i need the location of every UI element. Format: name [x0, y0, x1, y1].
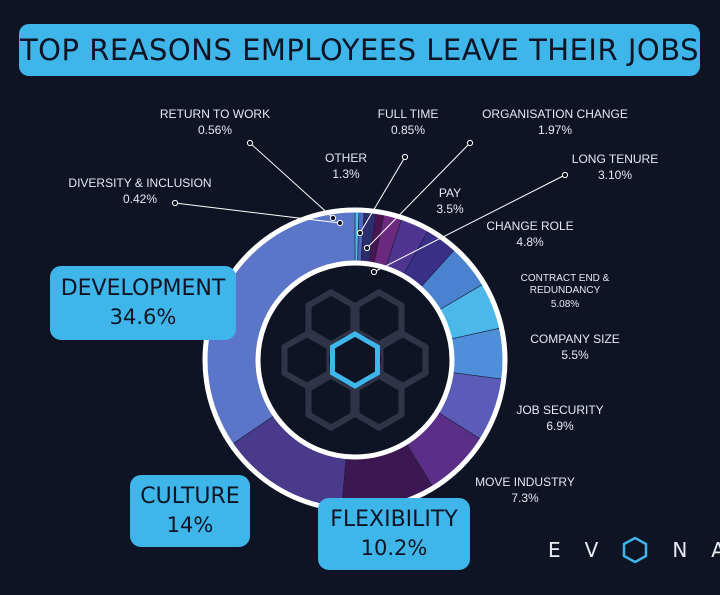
slice-label-text: OTHER — [325, 151, 367, 165]
title-banner: TOP REASONS EMPLOYEES LEAVE THEIR JOBS — [19, 24, 700, 76]
leader-dot — [561, 171, 569, 179]
slice-label-text: RETURN TO WORK — [160, 107, 270, 121]
callout-culture-value: 14% — [166, 512, 214, 537]
logo-letter: N — [672, 538, 688, 562]
leader-dot — [246, 139, 254, 147]
leader-line — [249, 142, 334, 219]
slice-value-text: 7.3% — [511, 491, 539, 505]
label-full-time: FULL TIME 0.85% — [378, 107, 439, 137]
label-move-industry: MOVE INDUSTRY 7.3% — [475, 475, 575, 505]
leader-dot — [363, 244, 371, 252]
slice-value-text: 3.10% — [598, 168, 632, 182]
slice-value-text: 4.8% — [516, 235, 544, 249]
slice-value-text: 5.08% — [551, 299, 579, 310]
callout-culture: CULTURE 14% — [130, 475, 250, 547]
slice-value-text: 0.56% — [198, 123, 232, 137]
leader-dot — [466, 139, 474, 147]
leader-dot — [370, 268, 378, 276]
label-other: OTHER 1.3% — [325, 151, 367, 181]
label-pay: PAY 3.5% — [436, 186, 464, 216]
leader-dot — [336, 219, 344, 227]
label-company-size: COMPANY SIZE 5.5% — [530, 332, 620, 362]
emblem-outer-hexagon — [353, 288, 405, 348]
callout-development-value: 34.6% — [109, 304, 177, 329]
leader-line — [373, 174, 566, 273]
label-diversity-inclusion: DIVERSITY & INCLUSION 0.42% — [68, 176, 211, 206]
leader-dot — [171, 199, 179, 207]
slice-label-text: PAY — [439, 186, 461, 200]
slice-label-text: LONG TENURE — [572, 152, 658, 166]
slice-label-text: ORGANISATION CHANGE — [482, 107, 628, 121]
leader-dot — [401, 153, 409, 161]
emblem-outer-hexagon — [305, 372, 357, 432]
label-organisation-change: ORGANISATION CHANGE 1.97% — [482, 107, 628, 137]
brand-logo: E V N A — [548, 535, 720, 565]
callout-development: DEVELOPMENT 34.6% — [50, 266, 236, 340]
label-contract-end-redundancy: CONTRACT END &REDUNDANCY 5.08% — [521, 273, 610, 310]
slice-value-text: 1.97% — [538, 123, 572, 137]
callout-culture-name: CULTURE — [140, 484, 240, 510]
callout-flexibility-value: 10.2% — [360, 535, 428, 560]
slice-label-text: MOVE INDUSTRY — [475, 475, 575, 489]
slice-value-text: 1.3% — [332, 167, 360, 181]
slice-value-text: 3.5% — [436, 202, 464, 216]
leader-line — [359, 156, 406, 234]
label-return-to-work: RETURN TO WORK 0.56% — [160, 107, 270, 137]
leader-line — [174, 202, 341, 224]
callout-flexibility-name: FLEXIBILITY — [330, 507, 458, 533]
label-change-role: CHANGE ROLE 4.8% — [486, 219, 573, 249]
hexagon-emblem-icon — [281, 288, 429, 432]
emblem-outer-hexagon — [281, 330, 333, 390]
slice-value-text: 6.9% — [546, 419, 574, 433]
slice-label-text: CHANGE ROLE — [486, 219, 573, 233]
slice-value-text: 5.5% — [561, 348, 589, 362]
page-title: TOP REASONS EMPLOYEES LEAVE THEIR JOBS — [19, 33, 700, 67]
slice-label-text: CONTRACT END & — [521, 273, 610, 284]
slice-value-text: 0.42% — [123, 192, 157, 206]
leader-line — [366, 142, 471, 249]
slice-label-text: COMPANY SIZE — [530, 332, 620, 346]
label-job-security: JOB SECURITY 6.9% — [516, 403, 603, 433]
slice-label-text: REDUNDANCY — [530, 285, 601, 296]
logo-hexagon-icon — [623, 536, 648, 564]
slice-label-text: JOB SECURITY — [516, 403, 603, 417]
emblem-center-hexagon — [330, 331, 380, 389]
slice-value-text: 0.85% — [391, 123, 425, 137]
logo-letter: A — [711, 538, 720, 562]
callout-development-name: DEVELOPMENT — [60, 276, 226, 302]
emblem-outer-hexagon — [377, 330, 429, 390]
logo-letter: V — [584, 538, 599, 562]
leader-dot — [329, 214, 337, 222]
callout-flexibility: FLEXIBILITY 10.2% — [318, 498, 470, 570]
slice-label-text: DIVERSITY & INCLUSION — [68, 176, 211, 190]
label-long-tenure: LONG TENURE 3.10% — [572, 152, 658, 182]
emblem-center-mask — [329, 334, 381, 386]
slice-label-text: FULL TIME — [378, 107, 439, 121]
logo-letter: E — [548, 538, 561, 562]
leader-dot — [356, 229, 364, 237]
